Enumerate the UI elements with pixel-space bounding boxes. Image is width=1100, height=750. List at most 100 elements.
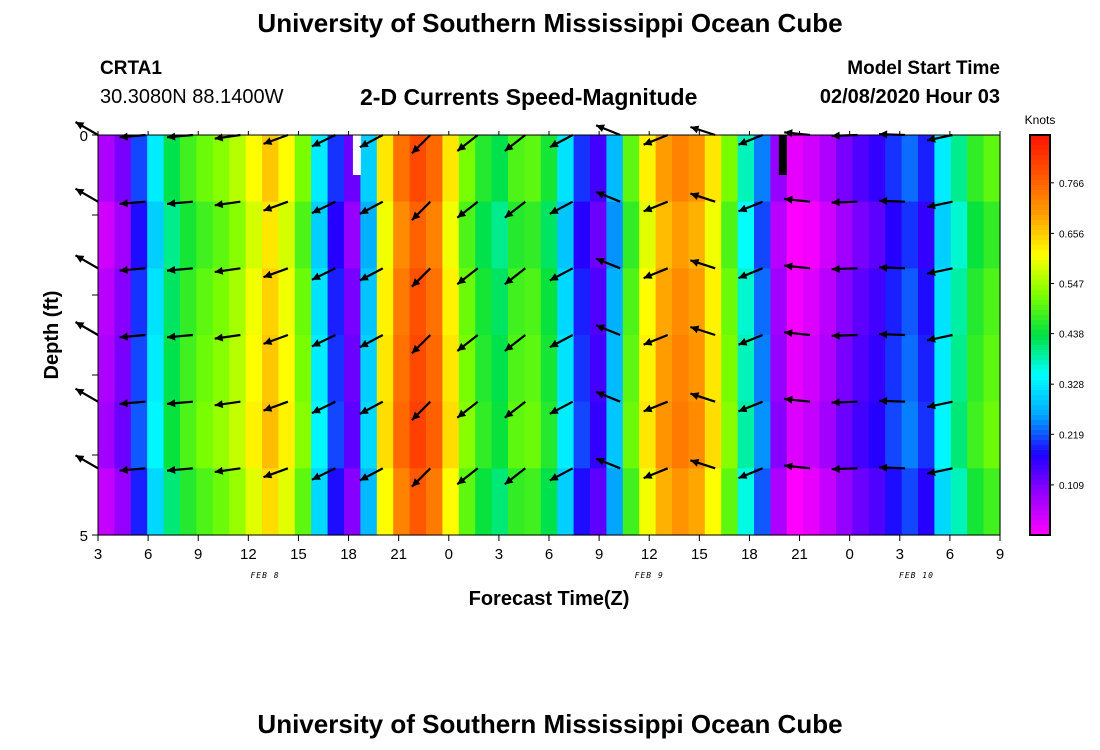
heatmap-cell — [196, 268, 214, 336]
x-axis-label: Forecast Time(Z) — [469, 588, 630, 610]
current-vector-head — [411, 411, 421, 421]
heatmap-cell — [557, 335, 575, 403]
colorbar-segment — [1030, 370, 1050, 376]
heatmap-cell — [639, 401, 657, 469]
heatmap-cell — [229, 268, 247, 336]
colorbar-tick-label: 0.766 — [1059, 179, 1084, 190]
heatmap-cell — [868, 401, 886, 469]
heatmap-cell — [754, 201, 771, 269]
heatmap-cell — [180, 468, 197, 536]
colorbar-segment — [1030, 250, 1050, 256]
heatmap-cell — [458, 335, 476, 403]
current-vector-head — [879, 397, 888, 405]
current-vector-head — [738, 138, 748, 146]
colorbar-segment — [1030, 335, 1050, 341]
heatmap-cell — [114, 135, 132, 203]
heatmap-cell — [737, 401, 755, 469]
current-vector-head — [879, 197, 888, 205]
colorbar-segment — [1030, 275, 1050, 281]
heatmap-cell — [475, 468, 493, 536]
current-vector-head — [784, 462, 793, 471]
heatmap-cell — [475, 201, 493, 269]
colorbar-segment — [1030, 310, 1050, 316]
heatmap-cell — [130, 135, 148, 203]
heatmap-cell — [868, 468, 886, 536]
colorbar-segment — [1030, 415, 1050, 421]
current-vector-head — [643, 204, 653, 213]
heatmap-cell — [983, 401, 1001, 469]
heatmap-cell — [442, 335, 460, 403]
footer-title: University of Southern Mississippi Ocean… — [257, 709, 843, 739]
heatmap-cell — [245, 401, 263, 469]
current-vector-head — [411, 344, 421, 354]
heatmap-cell — [344, 201, 361, 269]
heatmap-cell — [573, 201, 591, 269]
heatmap-cell — [163, 335, 181, 403]
heatmap-cell — [508, 268, 525, 336]
heatmap-cell — [754, 135, 771, 203]
heatmap-cell — [147, 135, 165, 203]
heatmap-cell — [688, 135, 706, 203]
colorbar-segment — [1030, 500, 1050, 506]
heatmap-cell — [147, 401, 165, 469]
x-tick-label: 21 — [791, 546, 808, 563]
heatmap-cell — [278, 335, 296, 403]
heatmap-cell — [868, 268, 886, 336]
current-vector-head — [690, 259, 700, 267]
current-vector-head — [784, 329, 793, 338]
heatmap-cell — [934, 335, 952, 403]
current-vector-head — [359, 273, 369, 281]
heatmap-cell — [754, 401, 771, 469]
current-vector-head — [119, 399, 128, 408]
heatmap-cell — [688, 268, 706, 336]
heatmap-cell — [967, 135, 985, 203]
colorbar-tick-label: 0.328 — [1059, 380, 1084, 391]
colorbar-segment — [1030, 270, 1050, 276]
colorbar-segment — [1030, 385, 1050, 391]
heatmap-cell — [655, 468, 673, 536]
heatmap-cell — [688, 401, 706, 469]
heatmap-cell — [934, 201, 952, 269]
heatmap-cell — [524, 135, 542, 203]
current-vector-head — [879, 463, 888, 472]
heatmap-cell — [114, 268, 132, 336]
colorbar-segment — [1030, 345, 1050, 351]
heatmap-cell — [376, 468, 394, 536]
current-vector-head — [167, 399, 176, 408]
current-vector-head — [457, 142, 467, 151]
heatmap-cell — [836, 201, 853, 269]
heatmap-cell — [655, 401, 673, 469]
current-vector-head — [214, 200, 224, 209]
heatmap-cell — [327, 201, 345, 269]
heatmap-cell — [524, 468, 542, 536]
heatmap-cell — [508, 335, 525, 403]
colorbar-segment — [1030, 400, 1050, 406]
heatmap-cell — [114, 468, 132, 536]
current-vector-head — [504, 476, 514, 485]
heatmap-cell — [180, 335, 197, 403]
heatmap-cell — [786, 135, 804, 203]
colorbar-segment — [1030, 315, 1050, 321]
heatmap-cell — [836, 268, 853, 336]
heatmap-cell — [130, 268, 148, 336]
current-vector-head — [75, 255, 85, 263]
heatmap-cell — [262, 401, 279, 469]
station-id: CRTA1 — [100, 58, 162, 79]
heatmap-cell — [360, 401, 378, 469]
model-start-label: Model Start Time — [847, 58, 1000, 79]
heatmap-cell — [754, 468, 771, 536]
heatmap-cell — [409, 268, 427, 336]
heatmap-cell — [426, 135, 443, 203]
heatmap-cell — [409, 468, 427, 536]
heatmap-cell — [311, 468, 329, 536]
heatmap-cell — [672, 135, 689, 203]
heatmap-cell — [590, 201, 607, 269]
current-vector-head — [549, 273, 559, 281]
colorbar-segment — [1030, 245, 1050, 251]
heatmap-cell — [196, 335, 214, 403]
colorbar-segment — [1030, 300, 1050, 306]
current-vector-head — [738, 404, 748, 413]
heatmap-cell — [376, 335, 394, 403]
current-vector-head — [549, 406, 559, 414]
heatmap-cell — [819, 335, 837, 403]
